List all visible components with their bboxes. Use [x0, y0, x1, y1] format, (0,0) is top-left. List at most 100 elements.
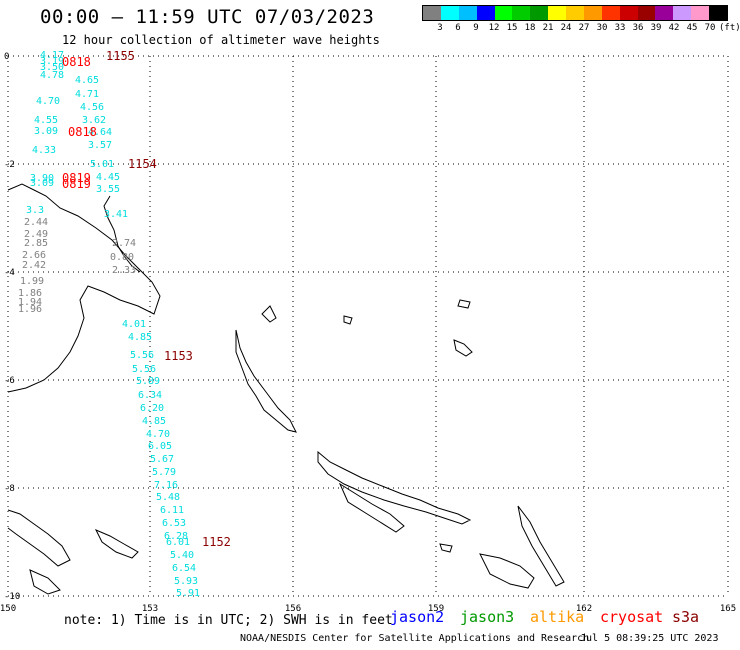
scale-swatch	[512, 6, 531, 20]
scale-swatch	[494, 6, 513, 20]
pass-time-label: 0819	[62, 171, 91, 185]
solomon-island-5	[261, 305, 277, 323]
scale-swatch	[637, 6, 656, 20]
wave-height-readings: 4.173.193.504.78 4.65 4.71 4.70 4.56 4.55 3.62…	[18, 50, 200, 599]
pass-time-label: 1152	[202, 535, 231, 549]
credit-text: NOAA/NESDIS Center for Satellite Applica…	[240, 633, 590, 644]
solomon-island-4	[517, 505, 565, 587]
generated-time: Jul 5 08:39:25 UTC 2023	[580, 633, 719, 644]
scale-label: 15	[506, 23, 518, 33]
island-11	[29, 569, 61, 595]
wave-height-label: 2.33	[112, 265, 136, 276]
chart-subtitle: 12 hour collection of altimeter wave hei…	[62, 33, 380, 47]
wave-height-label: 3.41	[104, 209, 128, 220]
color-scale-legend: (ft) 3 6 9 12 15 18 21 24 27 30 33 36 39 42 45 70	[422, 5, 740, 35]
wave-height-label: 4.56	[80, 102, 104, 113]
scale-label: 12	[488, 23, 500, 33]
wave-height-label: 6.53	[162, 518, 186, 529]
wave-height-label: 2.49	[24, 229, 48, 240]
wave-height-label: 1.94	[18, 297, 42, 308]
wave-height-label: 4.33	[32, 145, 56, 156]
wave-height-label: 6.11	[160, 505, 184, 516]
scale-label: 6	[455, 23, 461, 33]
wave-height-label: 5.91	[176, 588, 200, 599]
wave-height-label: 4.78	[40, 70, 64, 81]
wave-height-label: 5.89	[136, 376, 160, 387]
pass-time-label: 1154	[128, 157, 157, 171]
lat-lon-grid: 150 153 156 159 162 165 0 -2 -4 -6 -8 -10	[0, 52, 736, 614]
scale-label: 39	[650, 23, 662, 33]
island-10	[94, 529, 139, 559]
scale-swatch	[691, 6, 709, 20]
bougainville-coast	[235, 329, 297, 433]
wave-height-label: 3.57	[88, 140, 112, 151]
wave-height-label: 5.67	[150, 454, 174, 465]
island-8	[343, 315, 353, 325]
scale-swatch	[423, 6, 441, 20]
scale-label: 24	[560, 23, 572, 33]
scale-swatch	[673, 6, 692, 20]
scale-swatch	[530, 6, 549, 20]
pass-time-label: 0819	[62, 177, 91, 191]
wave-height-label: 4.17	[40, 50, 64, 61]
wave-height-label: 6.20	[140, 403, 164, 414]
x-tick-label: 156	[285, 604, 301, 614]
wave-height-label: 0.80	[110, 252, 134, 263]
wave-height-label: 2.85	[24, 238, 48, 249]
wave-height-label: 5.79	[152, 467, 176, 478]
scale-label: 18	[524, 23, 536, 33]
wave-height-label: 3.62	[82, 115, 106, 126]
wave-height-label: 6.05	[148, 441, 172, 452]
wave-height-label: 4.45	[96, 172, 120, 183]
wave-height-label: 1.96	[18, 304, 42, 315]
scale-label: 36	[632, 23, 644, 33]
scale-label: 27	[578, 23, 590, 33]
new-guinea-coast	[7, 183, 161, 393]
scale-label: 21	[542, 23, 554, 33]
wave-height-label: 2.66	[22, 250, 46, 261]
island-9	[7, 509, 71, 567]
wave-height-label: 4.85	[142, 416, 166, 427]
x-tick-label: 159	[428, 604, 444, 614]
wave-height-label: 4.70	[146, 429, 170, 440]
y-tick-label: -2	[4, 160, 15, 170]
scale-label: 3	[437, 23, 443, 33]
wave-height-label: 4.70	[36, 96, 60, 107]
scale-swatch	[440, 6, 459, 20]
scale-swatch	[458, 6, 477, 20]
y-tick-label: -4	[4, 268, 15, 278]
satellite-legend-item: jason2	[390, 608, 445, 626]
y-tick-label: -6	[4, 376, 15, 386]
scale-label: 30	[596, 23, 608, 33]
solomon-island-2	[338, 482, 405, 533]
scale-label: 42	[668, 23, 680, 33]
y-tick-label: 0	[4, 52, 9, 62]
coastlines	[7, 183, 565, 595]
wave-height-label: 3.50	[40, 62, 64, 73]
wave-height-label: 2.74	[112, 238, 136, 249]
wave-height-label: 3.19	[40, 56, 64, 67]
x-tick-label: 150	[0, 604, 16, 614]
wave-height-label: 7.16	[154, 480, 178, 491]
wave-height-label: 4.65	[75, 75, 99, 86]
wave-height-label: 5.01	[90, 159, 114, 170]
wave-height-label: 2.44	[24, 217, 48, 228]
y-tick-label: -10	[4, 592, 20, 602]
wave-height-label: 4.64	[88, 127, 112, 138]
wave-height-label: 5.48	[156, 492, 180, 503]
pass-time-label: 0818	[62, 55, 91, 69]
y-tick-label: -8	[4, 484, 15, 494]
solomon-island-1	[317, 450, 472, 525]
satellite-legend-item: cryosat	[600, 608, 664, 626]
satellite-legend-item: altika	[530, 608, 585, 626]
wave-height-label: 6.54	[172, 563, 196, 574]
new-britain-coast	[103, 195, 141, 273]
x-tick-label: 162	[576, 604, 592, 614]
wave-height-label: 3.90	[30, 173, 54, 184]
footer-note: note: 1) Time is in UTC; 2) SWH is in fe…	[64, 613, 393, 628]
chart-title: 00:00 — 11:59 UTC 07/03/2023	[40, 6, 375, 28]
color-scale-swatches	[422, 5, 728, 21]
wave-height-label: 6.28	[164, 531, 188, 542]
